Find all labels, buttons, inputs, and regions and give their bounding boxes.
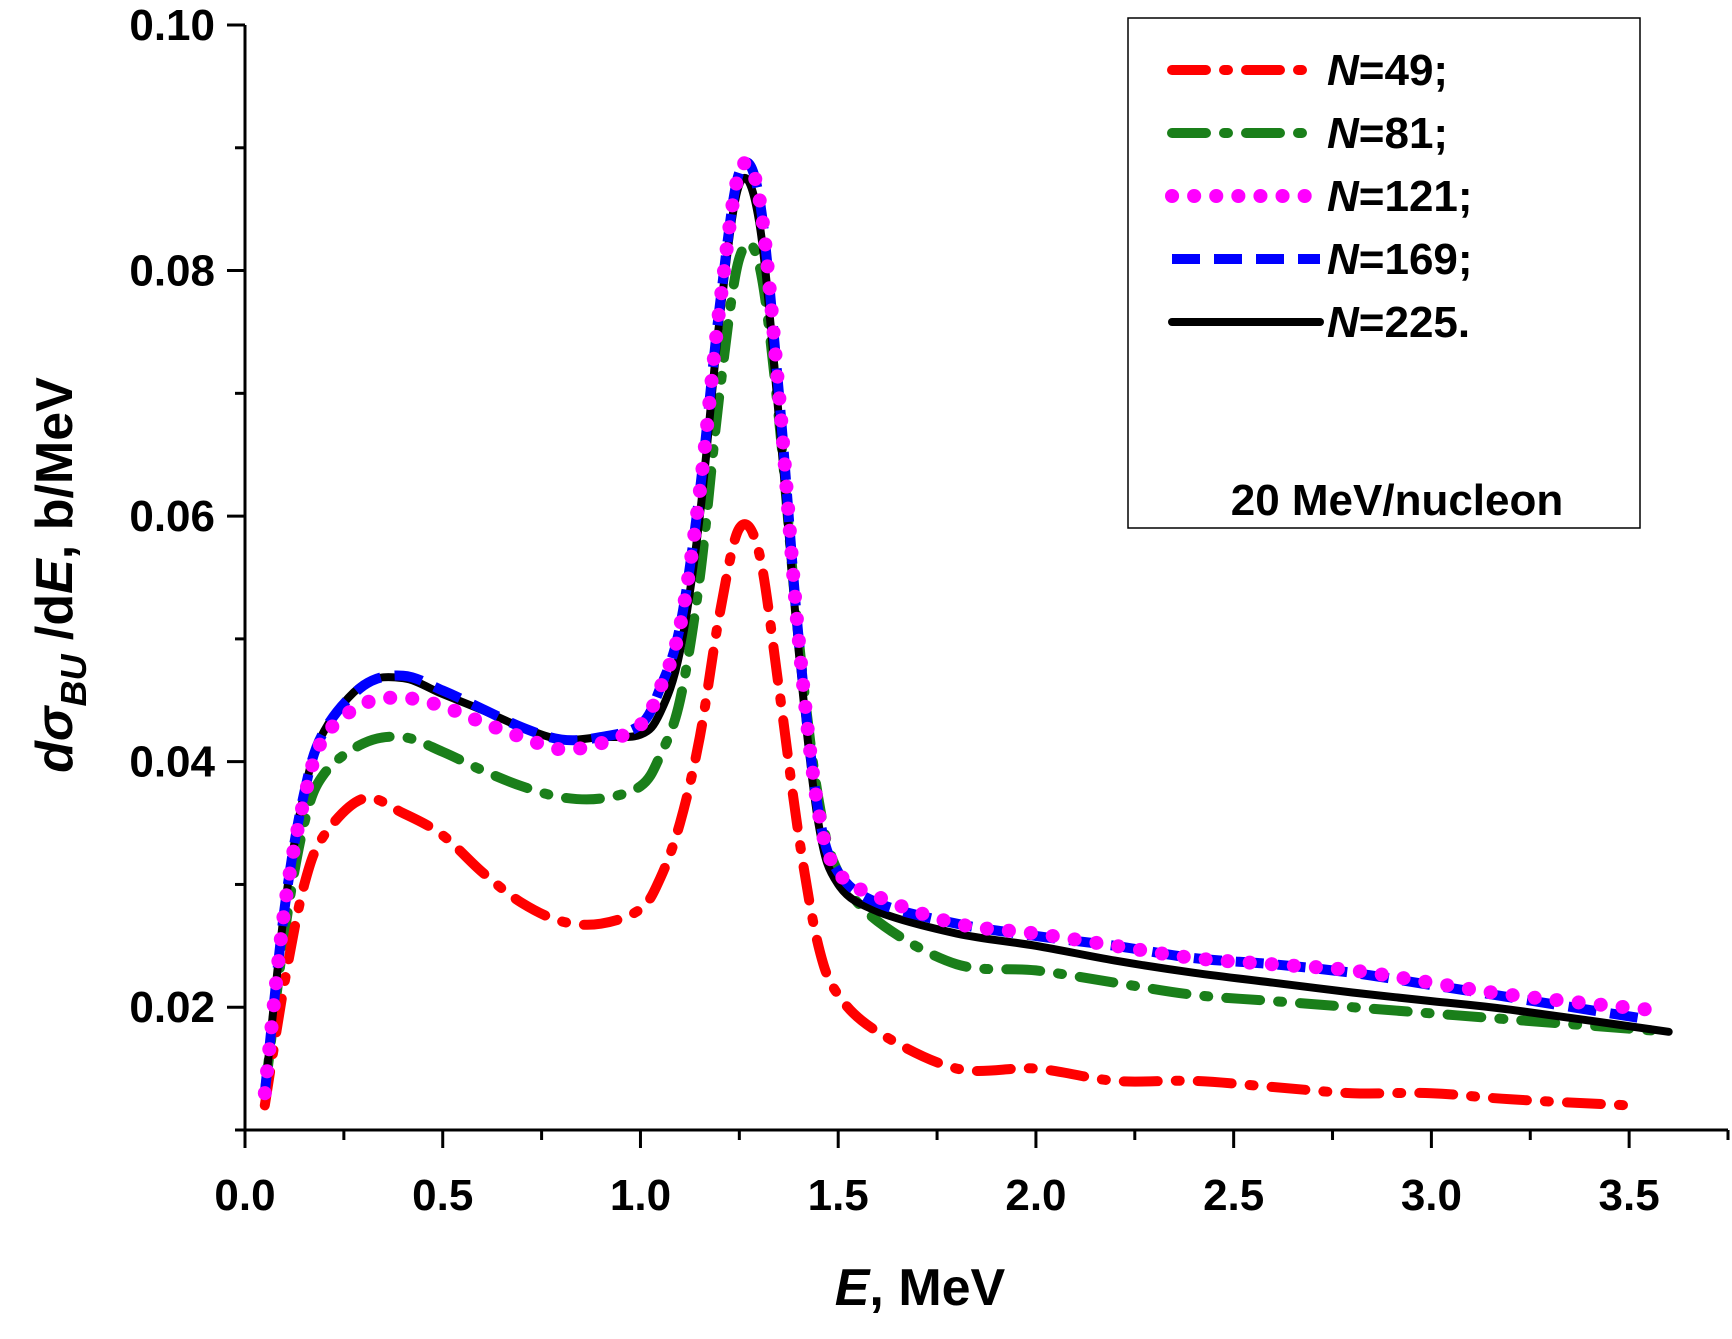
x-tick-label: 0.0: [214, 1171, 275, 1220]
x-tick-label: 0.5: [412, 1171, 473, 1220]
series-line-49: [259, 519, 1635, 1111]
series-layer: [257, 155, 1674, 1111]
y-axis-title: dσBU /dE, b/MeV: [26, 377, 94, 773]
legend-annotation: 20 MeV/nucleon: [1231, 476, 1564, 525]
x-tick-label: 3.0: [1401, 1171, 1462, 1220]
series-line-121: [257, 155, 1656, 1101]
y-tick-label: 0.06: [129, 492, 215, 541]
y-tick-label: 0.02: [129, 983, 215, 1032]
legend-label-225: N=225.: [1327, 298, 1470, 347]
y-tick-label: 0.08: [129, 247, 215, 296]
y-tick-label: 0.04: [129, 738, 215, 787]
legend-label-49: N=49;: [1327, 46, 1448, 95]
legend-label-121: N=121;: [1327, 172, 1473, 221]
legend-label-81: N=81;: [1327, 109, 1448, 158]
x-axis-title: E, MeV: [835, 1259, 1006, 1317]
series-line-169: [259, 157, 1650, 1094]
legend-box: [1127, 17, 1641, 529]
x-tick-label: 2.5: [1203, 1171, 1264, 1220]
x-axis-ticks: 0.0 0.5 1.0 1.5 2.0 2.5 3.0 3.5: [214, 1130, 1730, 1220]
y-axis-ticks: 0.02 0.04 0.06 0.08 0.10: [129, 1, 245, 1132]
x-tick-label: 3.5: [1599, 1171, 1660, 1220]
series-line-81: [259, 238, 1674, 1099]
x-tick-label: 1.0: [610, 1171, 671, 1220]
y-tick-label: 0.10: [129, 1, 215, 50]
x-tick-label: 2.0: [1005, 1171, 1066, 1220]
legend-label-169: N=169;: [1327, 235, 1473, 284]
legend: N=49; N=81; N=121; N=169; N=225. 20 MeV/nucl…: [1127, 17, 1641, 529]
x-tick-label: 1.5: [808, 1171, 869, 1220]
